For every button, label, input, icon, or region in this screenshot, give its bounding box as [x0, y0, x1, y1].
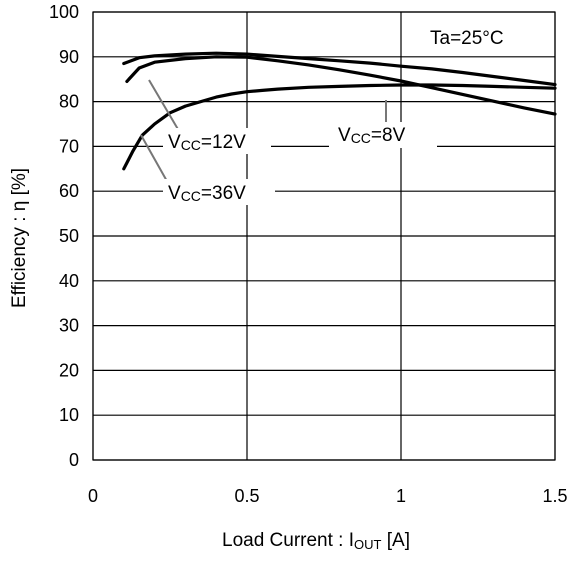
series-label-vcc-8v-main: V: [338, 125, 351, 146]
y-tick-label: 50: [59, 226, 79, 246]
x-tick-label: 0: [88, 486, 98, 506]
x-tick-label: 1.5: [542, 486, 567, 506]
series-label-vcc-8v-subscript: CC: [351, 130, 371, 146]
x-tick-label: 0.5: [234, 486, 259, 506]
x-axis-title-tail: [A]: [381, 530, 410, 551]
y-axis-title: Efficiency : η [%]: [9, 168, 30, 308]
series-label-vcc-36v-subscript: CC: [181, 188, 201, 204]
series-label-vcc-36v-main: V: [168, 183, 181, 204]
series-label-vcc-36v: VCC=36V: [168, 183, 246, 204]
series-label-vcc-12v-bg: [163, 128, 271, 154]
y-tick-label: 70: [59, 136, 79, 156]
series-label-vcc-36v-leader: [140, 134, 169, 184]
y-tick-label: 30: [59, 316, 79, 336]
series-label-vcc-12v-tail: =12V: [201, 132, 246, 153]
tick-label-layer: 0 10 20 30 40 50 60 70 80 90 100 0 0.5 1 1.5: [49, 2, 568, 506]
condition-label-bg: [421, 22, 529, 52]
series-label-vcc-8v-tail: =8V: [371, 125, 406, 146]
y-tick-label: 40: [59, 271, 79, 291]
series-label-vcc-12v-leader: [148, 79, 180, 132]
y-tick-label: 10: [59, 405, 79, 425]
series-label-vcc-12v: VCC=12V: [168, 132, 246, 153]
series-line-vcc-8v: [122, 51, 557, 87]
x-axis-title-subscript: OUT: [354, 537, 382, 552]
y-tick-label: 90: [59, 47, 79, 67]
x-axis-title: Load Current : IOUT [A]: [222, 530, 410, 552]
series-label-vcc-12v-subscript: CC: [181, 137, 201, 153]
y-tick-label: 80: [59, 92, 79, 112]
x-tick-label: 1: [396, 486, 406, 506]
y-tick-label: 60: [59, 181, 79, 201]
y-tick-label: 20: [59, 360, 79, 380]
x-axis-title-main: Load Current : I: [222, 530, 354, 551]
series-label-vcc-12v-main: V: [168, 132, 181, 153]
series-line-vcc-12v: [125, 55, 557, 116]
series-layer: [122, 51, 557, 171]
grid-layer: [92, 11, 556, 461]
y-tick-label: 0: [69, 450, 79, 470]
series-label-vcc-36v-tail: =36V: [201, 183, 246, 204]
series-line-vcc-36v: [122, 83, 557, 171]
series-label-vcc-8v-bg: [329, 122, 437, 148]
series-label-vcc-8v: VCC=8V: [338, 125, 406, 146]
condition-label: Ta=25°C: [430, 28, 504, 49]
series-label-vcc-36v-bg: [163, 179, 275, 205]
y-tick-label: 100: [49, 2, 79, 22]
